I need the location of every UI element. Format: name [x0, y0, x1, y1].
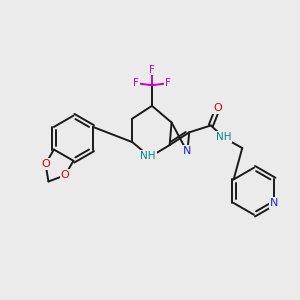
Text: NH: NH: [216, 132, 231, 142]
Text: F: F: [165, 78, 171, 88]
Text: O: O: [41, 159, 50, 169]
Text: NH: NH: [140, 151, 156, 161]
Text: F: F: [149, 64, 155, 74]
Text: N: N: [183, 146, 191, 156]
Text: F: F: [133, 78, 139, 88]
Text: O: O: [213, 103, 222, 113]
Text: N: N: [270, 198, 279, 208]
Text: O: O: [61, 170, 70, 180]
